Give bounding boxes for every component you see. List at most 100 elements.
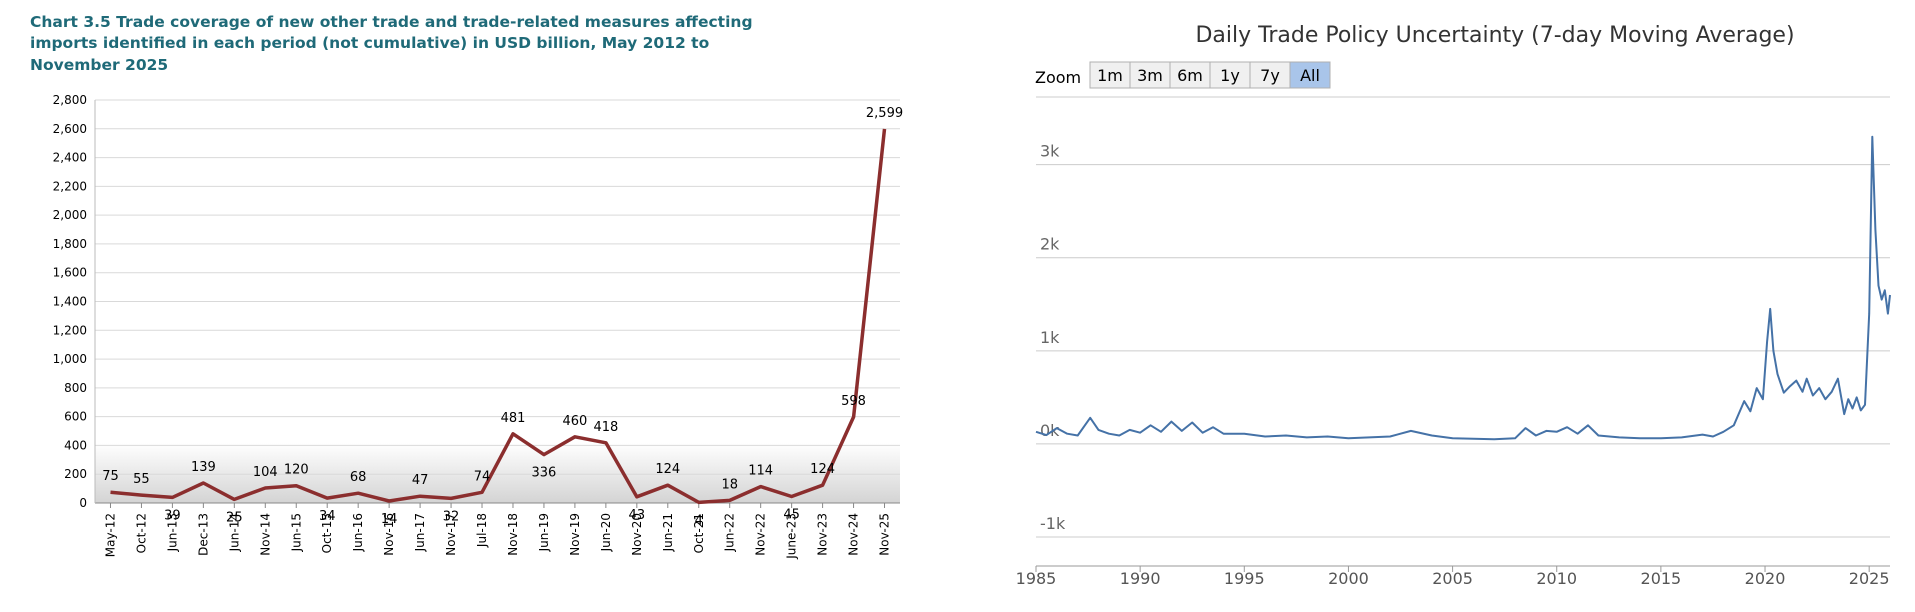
x-tick-label: Nov-25 [878,513,892,556]
x-tick-label: Jun-16 [351,513,365,552]
x-tick-label: 2000 [1328,569,1369,588]
zoom-button-label[interactable]: 1m [1097,66,1123,85]
y-tick-label: 200 [64,467,87,481]
data-label: 55 [133,472,150,487]
zoom-button-3m[interactable]: 3m [1129,61,1171,89]
x-tick-label: Jun-15 [289,513,303,552]
zoom-button-All[interactable]: All [1289,61,1331,89]
zoom-button-bg[interactable] [1209,61,1251,89]
x-axis-ticks: 1985 1990 1995 2000 2005 2010 2015 2020 2025 [1016,565,1890,588]
x-tick-label: 1985 [1016,569,1057,588]
series-line [1035,135,1891,441]
zoom-button-label[interactable]: 3m [1137,66,1163,85]
data-label: 2,599 [866,106,903,121]
zoom-button-bg[interactable] [1249,61,1291,89]
y-tick-label: 0 [79,496,87,510]
data-label: 336 [532,466,557,481]
y-tick-label: 800 [64,381,87,395]
y-tick-label: 2k [1040,235,1060,254]
x-axis-ticks: May-12 Oct-12 Jun-13 Dec-13 Jun-14 Nov-14 Jun-… [103,503,892,560]
zoom-button-bg[interactable] [1089,61,1131,89]
data-label: 47 [412,473,429,488]
y-tick-label: 1,200 [53,323,87,337]
data-label: 124 [810,462,835,477]
y-axis-ticks: 3k 2k 1k 0k -1k [1040,142,1066,533]
x-tick-label: Jun-14 [227,513,241,552]
zoom-button-6m[interactable]: 6m [1169,61,1211,89]
zoom-button-label[interactable]: 1y [1220,66,1240,85]
x-tick-label: 2015 [1641,569,1682,588]
x-tick-label: Jun-21 [661,513,675,552]
y-tick-label: 1,600 [53,266,87,280]
data-label: 74 [474,469,491,484]
zoom-button-bg[interactable] [1289,61,1331,89]
x-tick-label: Oct-21 [692,513,706,553]
data-label: 39 [164,508,181,523]
data-label: 114 [748,464,773,479]
y-tick-label: 3k [1040,142,1060,161]
trade-coverage-chart: Chart 3.5 Trade coverage of new other tr… [30,13,903,560]
series-line [110,128,887,505]
x-tick-label: May-12 [103,513,117,557]
x-tick-label: 2020 [1745,569,1786,588]
y-tick-label: 2,000 [53,208,87,222]
x-tick-label: 2010 [1536,569,1577,588]
zoom-button-label[interactable]: 7y [1260,66,1280,85]
x-tick-label: Nov-16 [382,513,396,556]
x-tick-label: 2025 [1849,569,1890,588]
zoom-button-bg[interactable] [1129,61,1171,89]
data-label: 43 [629,508,646,523]
chart-title: Daily Trade Policy Uncertainty (7-day Mo… [1195,23,1794,48]
gridlines [1036,96,1890,538]
x-tick-label: 1990 [1120,569,1161,588]
y-tick-label: 1k [1040,328,1060,347]
data-label: 14 [381,512,398,527]
chart-title-line-3: November 2025 [30,56,168,74]
y-tick-label: 1,000 [53,352,87,366]
series-path [110,128,887,505]
data-label: 4 [695,513,703,528]
y-tick-label: 1,800 [53,237,87,251]
y-tick-label: -1k [1040,514,1066,533]
data-label: 120 [284,463,309,478]
plot-area-shading [95,443,900,503]
x-tick-label: Jun-13 [165,513,179,552]
data-label: 124 [655,462,680,477]
data-label: 68 [350,470,367,485]
zoom-button-label[interactable]: All [1300,66,1320,85]
zoom-buttons: 1m 3m 6m 1y 7y All [1089,61,1331,89]
zoom-button-label[interactable]: 6m [1177,66,1203,85]
zoom-label: Zoom [1035,68,1081,87]
data-label: 32 [443,509,460,524]
x-tick-label: Nov-22 [754,513,768,556]
zoom-button-7y[interactable]: 7y [1249,61,1291,89]
y-tick-label: 400 [64,438,87,452]
x-tick-label: Dec-13 [196,513,210,556]
zoom-button-1y[interactable]: 1y [1209,61,1251,89]
chart-title-line-2: imports identified in each period (not c… [30,34,709,52]
x-tick-label: Jun-19 [537,513,551,552]
x-tick-label: Nov-24 [847,513,861,556]
y-tick-label: 2,200 [53,179,87,193]
y-tick-label: 2,600 [53,122,87,136]
x-tick-label: 2005 [1432,569,1473,588]
x-tick-label: Nov-17 [444,513,458,556]
x-tick-label: Nov-18 [506,513,520,556]
data-label: 598 [841,394,866,409]
series-path [1035,135,1891,441]
data-label: 139 [191,460,216,475]
chart-title: Chart 3.5 Trade coverage of new other tr… [30,13,753,74]
x-tick-label: Nov-19 [568,513,582,556]
data-label: 481 [501,411,526,426]
data-label: 34 [319,509,336,524]
zoom-button-1m[interactable]: 1m [1089,61,1131,89]
x-tick-label: Jun-20 [599,513,613,552]
data-label: 18 [721,477,738,492]
x-tick-label: Nov-20 [630,513,644,556]
x-tick-label: Nov-14 [258,513,272,556]
data-label: 45 [783,508,800,523]
data-label: 418 [593,420,618,435]
x-tick-label: Jul-18 [475,513,489,548]
